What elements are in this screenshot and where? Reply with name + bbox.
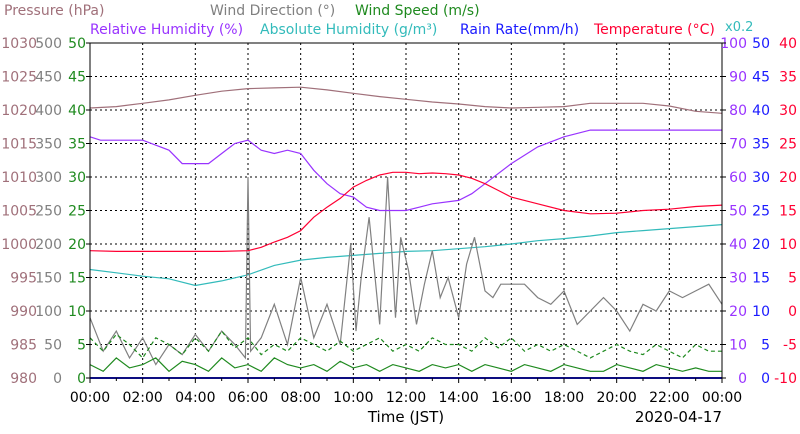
y-tick-rh: 50 (729, 204, 747, 220)
y-tick-wind-dir: 400 (35, 103, 62, 119)
x-tick-label: 00:00 (70, 390, 110, 406)
y-tick-rh: 100 (720, 36, 747, 52)
y-tick-temp: 5 (788, 271, 797, 287)
legend-title-ah: Absolute Humidity (g/m³) (260, 22, 437, 38)
y-tick-temp: 40 (779, 36, 797, 52)
legend-title-rh: Relative Humidity (%) (90, 22, 243, 38)
y-tick-wind-speed: 5 (77, 338, 86, 354)
x-tick-label: 02:00 (122, 390, 162, 406)
y-tick-temp: -5 (783, 338, 797, 354)
y-tick-wind-dir: 200 (35, 237, 62, 253)
y-tick-wind-dir: 500 (35, 36, 62, 52)
y-tick-wind-speed: 15 (68, 271, 86, 287)
x-tick-label: 20:00 (596, 390, 636, 406)
y-tick-rh: 30 (729, 271, 747, 287)
y-tick-temp: 10 (779, 237, 797, 253)
x-axis-label: Time (JST) (367, 408, 444, 426)
legend-title-wind-speed: Wind Speed (m/s) (355, 3, 480, 19)
y-tick-pressure: 1010 (1, 170, 37, 186)
series-pressure-line (89, 86, 723, 114)
series-temp-line (89, 171, 723, 252)
x-tick-label: 10:00 (333, 390, 373, 406)
y-tick-rh: 90 (729, 70, 747, 86)
y-tick-rain: 30 (752, 170, 770, 186)
y-tick-rh: 80 (729, 103, 747, 119)
y-tick-pressure: 1020 (1, 103, 37, 119)
series-ah-line (89, 224, 723, 287)
y-tick-wind-speed: 10 (68, 304, 86, 320)
y-tick-rain: 45 (752, 70, 770, 86)
series-wind-speed-line (89, 357, 722, 373)
y-tick-rain: 50 (752, 36, 770, 52)
y-tick-rain: 20 (752, 237, 770, 253)
y-tick-pressure: 1005 (1, 204, 37, 220)
y-tick-wind-dir: 250 (35, 204, 62, 220)
y-tick-temp: -10 (774, 371, 797, 387)
y-tick-temp: 30 (779, 103, 797, 119)
y-tick-wind-speed: 20 (68, 237, 86, 253)
series-wind-gust-line (89, 330, 722, 359)
y-tick-rain: 5 (761, 338, 770, 354)
legend-title-rain: Rain Rate(mm/h) (460, 22, 579, 38)
y-tick-rain: 15 (752, 271, 770, 287)
y-tick-temp: 20 (779, 170, 797, 186)
y-tick-pressure: 985 (10, 338, 37, 354)
y-tick-rh: 70 (729, 137, 747, 153)
y-tick-wind-speed: 0 (77, 371, 86, 387)
y-tick-pressure: 1030 (1, 36, 37, 52)
x-tick-label: 22:00 (649, 390, 689, 406)
y-tick-wind-dir: 300 (35, 170, 62, 186)
y-tick-pressure: 1000 (1, 237, 37, 253)
y-tick-temp: 15 (779, 204, 797, 220)
x-tick-label: 06:00 (228, 390, 268, 406)
y-tick-pressure: 1015 (1, 137, 37, 153)
y-tick-wind-dir: 450 (35, 70, 62, 86)
y-tick-pressure: 980 (10, 371, 37, 387)
y-tick-rain: 25 (752, 204, 770, 220)
y-tick-temp: 0 (788, 304, 797, 320)
y-tick-wind-speed: 40 (68, 103, 86, 119)
x-tick-label: 18:00 (544, 390, 584, 406)
y-tick-wind-dir: 350 (35, 137, 62, 153)
y-tick-wind-speed: 25 (68, 204, 86, 220)
y-tick-temp: 25 (779, 137, 797, 153)
y-tick-rain: 40 (752, 103, 770, 119)
series-wind-dir-line (89, 176, 723, 366)
x-tick-label: 14:00 (438, 390, 478, 406)
y-tick-rain: 35 (752, 137, 770, 153)
y-tick-pressure: 995 (10, 271, 37, 287)
y-tick-pressure: 990 (10, 304, 37, 320)
x-tick-label: 04:00 (175, 390, 215, 406)
x-tick-label: 00:00 (702, 390, 742, 406)
rain-multiplier-label: x0.2 (725, 20, 753, 35)
x-tick-label: 16:00 (491, 390, 531, 406)
x-tick-label: 12:00 (386, 390, 426, 406)
x-tick-label: 08:00 (280, 390, 320, 406)
y-tick-wind-speed: 50 (68, 36, 86, 52)
y-tick-rh: 20 (729, 304, 747, 320)
y-tick-wind-dir: 100 (35, 304, 62, 320)
y-tick-rain: 10 (752, 304, 770, 320)
y-tick-wind-dir: 50 (44, 338, 62, 354)
y-tick-wind-dir: 150 (35, 271, 62, 287)
y-tick-wind-dir: 0 (53, 371, 62, 387)
series-rh-line (89, 129, 722, 212)
y-tick-pressure: 1025 (1, 70, 37, 86)
y-tick-temp: 35 (779, 70, 797, 86)
y-tick-rh: 60 (729, 170, 747, 186)
y-tick-rh: 40 (729, 237, 747, 253)
y-tick-rh: 0 (738, 371, 747, 387)
y-tick-wind-speed: 30 (68, 170, 86, 186)
legend-title-temp: Temperature (°C) (593, 22, 715, 38)
legend-title-wind-dir: Wind Direction (°) (210, 3, 335, 19)
y-tick-wind-speed: 45 (68, 70, 86, 86)
chart-date-label: 2020-04-17 (635, 408, 722, 426)
y-tick-rain: 0 (761, 371, 770, 387)
legend-title-pressure: Pressure (hPa) (4, 3, 104, 19)
y-tick-rh: 10 (729, 338, 747, 354)
y-tick-wind-speed: 35 (68, 137, 86, 153)
